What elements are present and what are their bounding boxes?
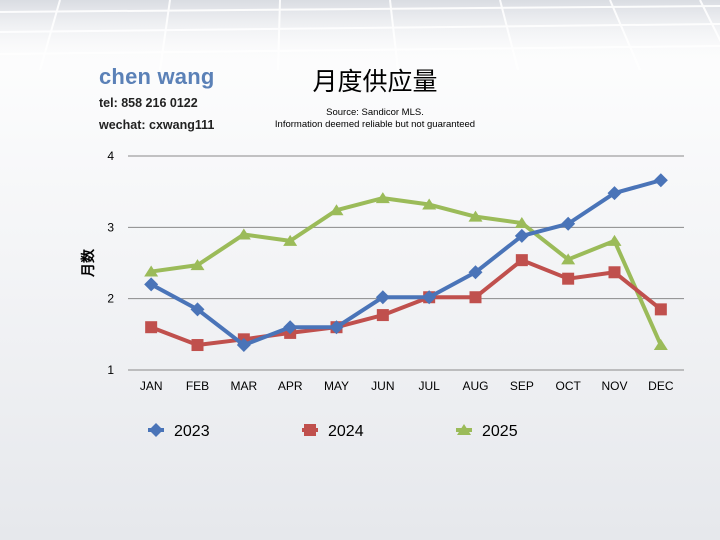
data-point-2025: [144, 265, 159, 277]
data-point-2025: [283, 234, 298, 246]
data-point-2025: [375, 192, 390, 204]
data-point-2024: [145, 321, 158, 334]
legend-marker-icon: [457, 424, 471, 435]
y-tick-label: 1: [107, 363, 114, 377]
data-point-2023: [329, 320, 344, 335]
series-2023: [144, 173, 668, 353]
brand-tel: tel: 858 216 0122: [99, 96, 198, 110]
x-tick-label: MAR: [230, 379, 257, 393]
data-point-2025: [190, 259, 205, 271]
legend-item-2024: 2024: [302, 423, 364, 440]
data-point-2023: [190, 302, 205, 317]
x-tick-label: NOV: [601, 379, 627, 393]
chart-title: 月度供应量: [312, 67, 438, 96]
data-point-2025: [422, 198, 437, 210]
y-tick-labels: 1 2 3 4: [107, 149, 114, 377]
decorative-grid-background: [0, 0, 720, 70]
data-point-2023: [514, 228, 529, 243]
series-line-2023: [150, 178, 662, 348]
legend-item-2023: 2023: [148, 423, 210, 440]
source-line-2: Information deemed reliable but not guar…: [274, 119, 476, 130]
data-point-2024: [608, 266, 621, 279]
brand-block: chen wang tel: 858 216 0122 wechat: cxwa…: [99, 64, 215, 132]
y-tick-label: 4: [107, 149, 114, 163]
legend: 2023 2024 2025: [148, 423, 518, 440]
data-point-2024: [469, 291, 482, 304]
y-tick-label: 3: [107, 220, 114, 234]
data-point-2024: [562, 272, 575, 285]
source-note: Source: Sandicor MLS. Information deemed…: [230, 107, 520, 131]
data-point-2023: [144, 277, 159, 292]
x-tick-labels: JAN FEB MAR APR MAY JUN JUL AUG SEP OCT NOV DEC: [140, 379, 674, 393]
data-point-2023: [422, 290, 437, 305]
legend-item-2025: 2025: [456, 423, 518, 440]
gridlines: [128, 155, 684, 371]
legend-label: 2023: [174, 423, 210, 440]
x-tick-label: JAN: [140, 379, 163, 393]
series-2024: [145, 254, 667, 352]
series-line-2025: [150, 196, 663, 346]
y-axis-label: 月数: [80, 248, 97, 278]
data-point-2023: [283, 320, 298, 335]
x-tick-label: AUG: [462, 379, 488, 393]
x-tick-label: MAY: [324, 379, 349, 393]
data-point-2025: [468, 210, 483, 222]
data-point-2023: [561, 216, 576, 231]
data-point-2023: [375, 290, 390, 305]
data-point-2025: [561, 253, 576, 265]
x-tick-label: APR: [278, 379, 303, 393]
data-point-2024: [654, 303, 667, 316]
data-point-2023: [236, 338, 251, 353]
legend-label: 2025: [482, 423, 518, 440]
data-point-2023: [653, 173, 668, 188]
source-line-1: Source: Sandicor MLS.: [326, 107, 424, 118]
data-point-2024: [515, 254, 528, 267]
series-lines: [144, 173, 668, 353]
x-tick-label: JUN: [371, 379, 394, 393]
x-tick-label: DEC: [648, 379, 674, 393]
legend-marker-icon: [304, 424, 316, 436]
data-point-2024: [191, 339, 204, 352]
x-tick-label: FEB: [186, 379, 209, 393]
brand-name: chen wang: [99, 64, 215, 89]
x-tick-label: SEP: [510, 379, 534, 393]
series-2025: [144, 192, 668, 351]
x-tick-label: OCT: [555, 379, 581, 393]
data-point-2025: [329, 204, 344, 216]
legend-marker-icon: [149, 423, 163, 437]
y-tick-label: 2: [107, 292, 114, 306]
data-point-2023: [607, 186, 622, 201]
brand-wechat: wechat: cxwang111: [99, 118, 215, 132]
data-point-2025: [236, 228, 251, 240]
x-tick-label: JUL: [418, 379, 440, 393]
legend-label: 2024: [328, 423, 364, 440]
data-point-2024: [376, 309, 389, 322]
data-point-2025: [607, 234, 622, 246]
data-point-2025: [653, 339, 668, 351]
data-point-2025: [514, 217, 529, 229]
data-point-2023: [468, 265, 483, 280]
